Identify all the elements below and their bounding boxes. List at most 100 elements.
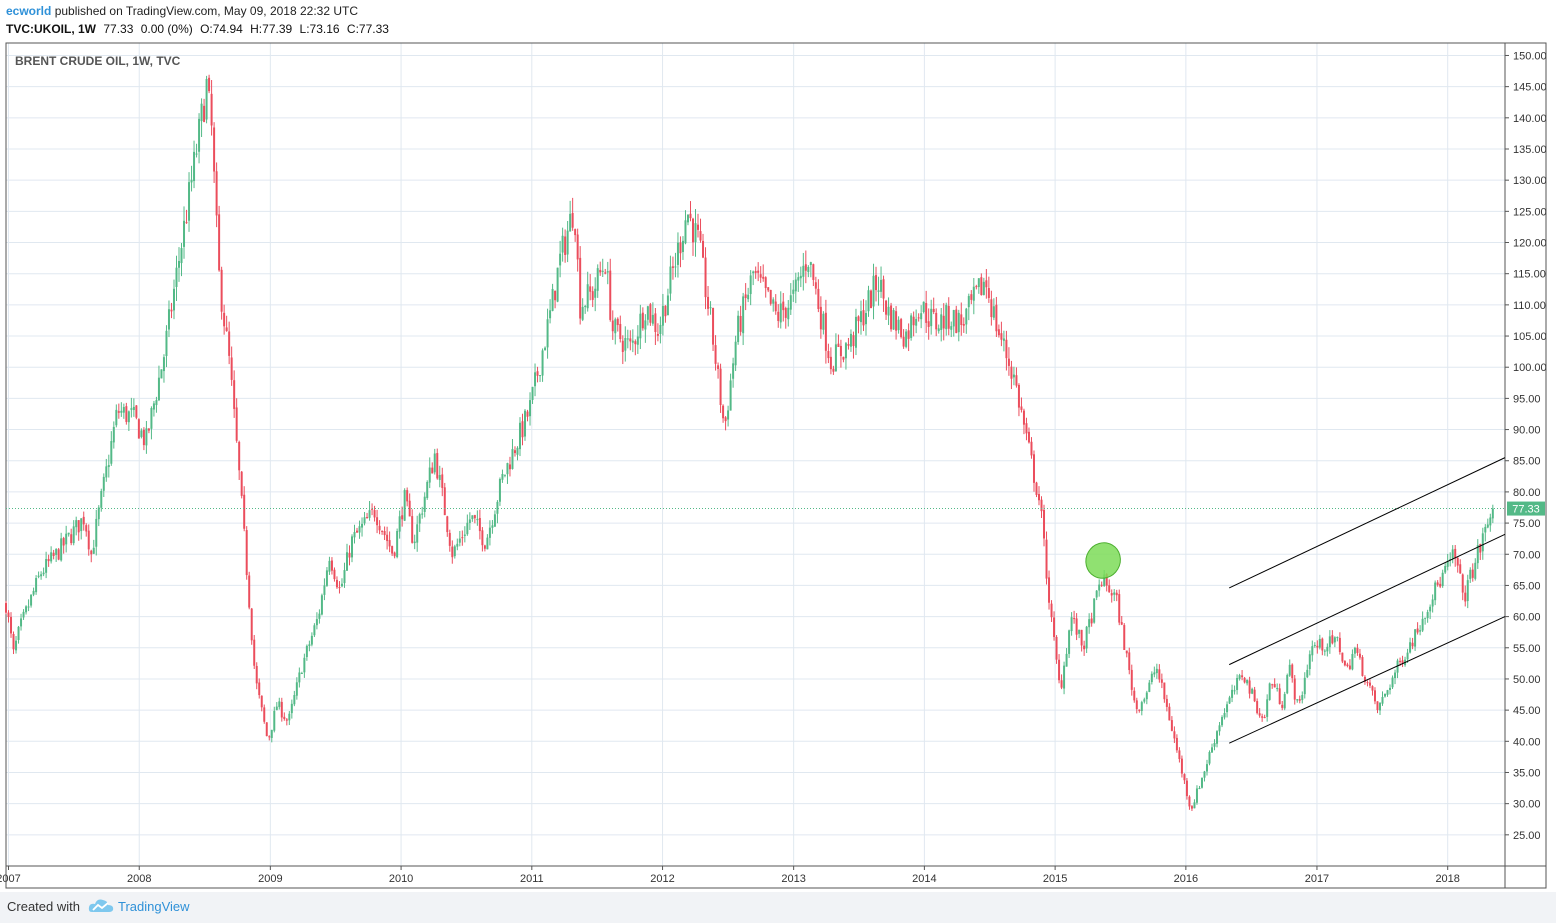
candle-body <box>792 289 795 294</box>
candle-body <box>1283 694 1286 709</box>
candle-body <box>1078 629 1081 634</box>
candle-body <box>235 407 238 441</box>
candle-body <box>1113 592 1116 595</box>
candle-body <box>132 406 135 411</box>
candle-body <box>1384 693 1387 697</box>
candle-body <box>1286 675 1289 694</box>
candle-body <box>852 335 855 347</box>
candle-body <box>732 363 735 379</box>
candle-body <box>837 343 840 347</box>
candle-body <box>1048 577 1051 603</box>
channel-trendline[interactable] <box>1228 533 1506 666</box>
author-link[interactable]: ecworld <box>6 4 52 18</box>
candle-body <box>1140 702 1143 711</box>
candle-body <box>112 426 115 443</box>
candle-body <box>1118 594 1121 623</box>
candle-body <box>1211 747 1214 753</box>
candle-body <box>97 507 100 520</box>
candle-body <box>245 530 248 576</box>
candle-body <box>37 575 40 577</box>
candle-body <box>1414 629 1417 647</box>
candle-body <box>867 290 870 312</box>
candle-body <box>1228 697 1231 704</box>
candle-body <box>75 520 78 528</box>
candle-body <box>1068 630 1071 654</box>
candle-body <box>915 318 918 326</box>
candle-body <box>564 236 567 255</box>
tradingview-cloud-icon[interactable] <box>88 897 114 915</box>
candle-body <box>634 341 637 345</box>
candle-body <box>172 288 175 311</box>
candle-body <box>957 312 960 333</box>
candle-body <box>794 279 797 292</box>
candle-body <box>804 264 807 271</box>
candle-body <box>386 534 389 542</box>
candle-body <box>955 309 958 334</box>
candle-body <box>303 657 306 673</box>
candle-body <box>1216 731 1219 744</box>
tradingview-brand-link[interactable]: TradingView <box>118 899 190 914</box>
candle-body <box>305 645 308 658</box>
candle-body <box>243 494 246 529</box>
y-tick-label: 100.00 <box>1513 362 1547 374</box>
candle-body <box>1454 548 1457 559</box>
candle-body <box>115 409 118 426</box>
candle-body <box>707 296 710 309</box>
candle-body <box>293 695 296 705</box>
candle-body <box>942 315 945 329</box>
candle-body <box>1251 688 1254 694</box>
candle-body <box>764 277 767 289</box>
x-tick-label: 2015 <box>1043 873 1067 885</box>
candle-body <box>1010 366 1013 379</box>
candle-body <box>671 266 674 268</box>
channel-trendline[interactable] <box>1228 457 1506 589</box>
candle-body <box>529 400 532 417</box>
candle-body <box>213 127 216 172</box>
candle-body <box>1017 384 1020 408</box>
candle-body <box>1474 562 1477 579</box>
candle-body <box>10 616 13 634</box>
candle-body <box>591 291 594 300</box>
y-tick-label: 130.00 <box>1513 175 1547 187</box>
candle-body <box>473 515 476 519</box>
candle-body <box>423 496 426 512</box>
candle-body <box>218 214 221 271</box>
candle-body <box>691 218 694 243</box>
candle-body <box>787 307 790 320</box>
candle-body <box>1481 533 1484 552</box>
channel-trendline[interactable] <box>1228 616 1506 744</box>
candle-body <box>1050 603 1053 618</box>
candle-body <box>772 299 775 304</box>
candle-body <box>323 585 326 595</box>
candle-body <box>646 306 649 320</box>
candle-body <box>1188 796 1191 807</box>
candle-body <box>178 260 181 268</box>
candle-body <box>757 270 760 273</box>
candle-body <box>807 266 810 273</box>
candle-body <box>847 344 850 346</box>
candle-body <box>325 570 328 586</box>
candle-body <box>436 453 439 479</box>
price-chart[interactable]: 150.00 145.00 140.00 135.00 130.00 125.00 120.… <box>0 0 1556 892</box>
candle-body <box>1411 642 1414 647</box>
candle-body <box>902 336 905 347</box>
candle-body <box>752 271 755 274</box>
candle-body <box>368 510 371 518</box>
y-tick-label: 85.00 <box>1513 456 1541 468</box>
candle-body <box>65 533 68 545</box>
x-tick-label: 2013 <box>781 873 805 885</box>
y-tick-label: 105.00 <box>1513 331 1547 343</box>
candle-body <box>1070 617 1073 632</box>
candle-body <box>223 312 226 327</box>
candle-body <box>200 103 203 122</box>
candle-body <box>1213 742 1216 747</box>
highlight-ellipse[interactable] <box>1079 536 1126 584</box>
candle-body <box>659 324 662 334</box>
candle-body <box>571 213 574 228</box>
candle-body <box>268 736 271 738</box>
candle-body <box>531 386 534 400</box>
candle-body <box>972 286 975 301</box>
candle-body <box>1173 731 1176 739</box>
candle-body <box>714 345 717 364</box>
y-tick-label: 110.00 <box>1513 300 1546 312</box>
